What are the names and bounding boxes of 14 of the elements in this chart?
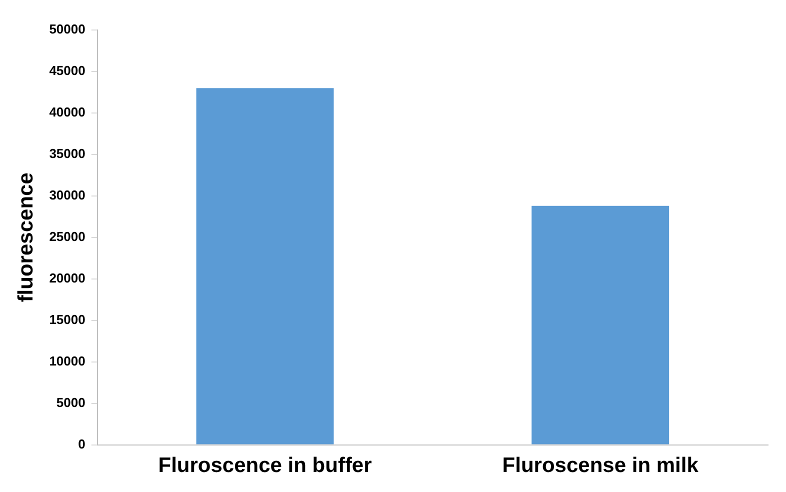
y-axis-title: fluorescence xyxy=(14,172,38,302)
y-tick-label: 35000 xyxy=(49,146,86,162)
y-tick-label: 40000 xyxy=(49,104,86,120)
x-tick-label: Fluroscense in milk xyxy=(502,454,699,478)
y-tick-label: 15000 xyxy=(49,312,86,327)
y-tick-label: 20000 xyxy=(49,270,86,286)
y-tick-label: 50000 xyxy=(49,22,86,37)
y-tick-label: 25000 xyxy=(49,228,86,244)
y-tick-label: 30000 xyxy=(49,188,86,202)
y-tick-label: 5000 xyxy=(56,394,86,410)
y-tick-label: 10000 xyxy=(49,353,86,368)
y-tick-label: 0 xyxy=(78,436,86,452)
y-tick-label: 45000 xyxy=(49,63,86,78)
x-tick-label: Fluroscence in buffer xyxy=(158,454,372,478)
